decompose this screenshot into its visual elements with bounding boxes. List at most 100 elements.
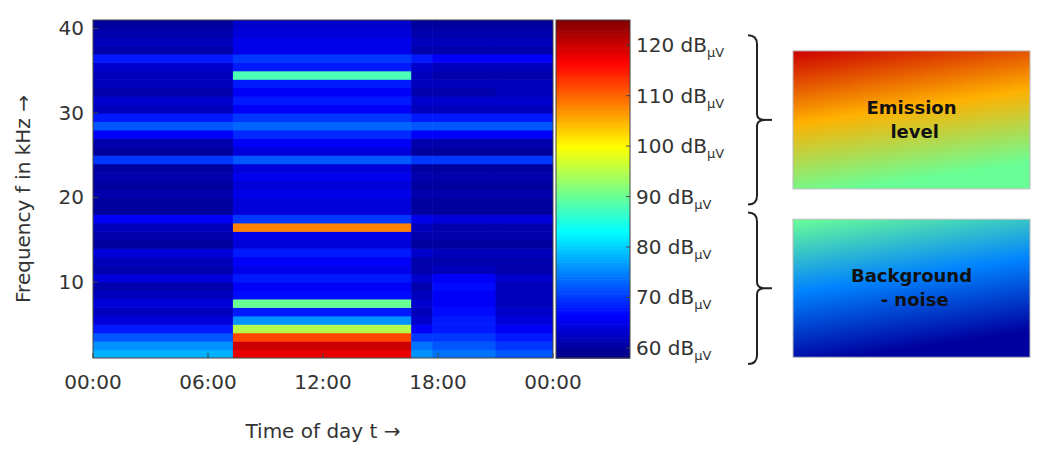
- y-tick: [93, 197, 98, 198]
- heat-cell: [496, 121, 554, 130]
- heat-cell: [93, 113, 234, 122]
- heat-cell: [496, 155, 554, 164]
- heat-cell: [496, 88, 554, 97]
- heat-cell: [411, 257, 433, 266]
- colorbar-tick: [626, 247, 630, 248]
- heat-cell: [411, 231, 433, 240]
- heat-cell: [93, 20, 234, 29]
- heat-cell: [411, 181, 433, 190]
- heat-cell: [233, 350, 412, 358]
- annotation-box: [793, 219, 1030, 357]
- heat-cell: [496, 172, 554, 181]
- x-tick: [438, 353, 439, 358]
- colorbar-tick: [626, 95, 630, 96]
- y-tick-label: 30: [59, 101, 84, 125]
- heat-cell: [496, 231, 554, 240]
- heat-cell: [432, 257, 496, 266]
- heat-cell: [432, 324, 496, 333]
- heat-cell: [432, 189, 496, 198]
- heat-cell: [432, 37, 496, 46]
- heat-cell: [93, 54, 234, 63]
- heat-cell: [432, 307, 496, 316]
- heat-cell: [233, 274, 412, 283]
- heat-cell: [496, 37, 554, 46]
- heat-cell: [496, 28, 554, 37]
- colorbar-tick: [626, 347, 630, 348]
- heat-cell: [496, 79, 554, 88]
- heat-cell: [496, 113, 554, 122]
- heat-cell: [411, 341, 433, 350]
- heat-cell: [233, 62, 412, 71]
- heat-cell: [432, 223, 496, 232]
- heat-cell: [496, 316, 554, 325]
- heat-cell: [233, 45, 412, 54]
- heat-cell: [93, 96, 234, 105]
- heat-cell: [432, 88, 496, 97]
- heat-cell: [411, 79, 433, 88]
- heat-cell: [93, 155, 234, 164]
- colorbar: [556, 20, 630, 359]
- heat-cell: [93, 28, 234, 37]
- heat-cell: [233, 147, 412, 156]
- x-tick-label: 00:00: [524, 370, 582, 394]
- colorbar-tick-label: 90 dBμV: [636, 185, 712, 212]
- heat-cell: [411, 197, 433, 206]
- y-tick-label: 20: [59, 185, 84, 209]
- heat-cell: [233, 20, 412, 29]
- heat-cell: [93, 206, 234, 215]
- colorbar-tick: [626, 297, 630, 298]
- heat-cell: [411, 265, 433, 274]
- x-tick-label: 12:00: [294, 370, 352, 394]
- annotation-text: Emission level: [867, 97, 957, 142]
- heat-cell: [496, 164, 554, 173]
- heat-cell: [93, 341, 234, 350]
- heat-cell: [496, 54, 554, 63]
- heat-cell: [93, 138, 234, 147]
- heat-cell: [233, 206, 412, 215]
- heat-cell: [93, 37, 234, 46]
- heat-cell: [432, 147, 496, 156]
- heat-cell: [93, 248, 234, 257]
- colorbar-tick-label: 70 dBμV: [636, 285, 712, 312]
- heat-cell: [233, 248, 412, 257]
- heat-cell: [432, 96, 496, 105]
- heat-cell: [233, 223, 412, 232]
- heat-cell: [496, 333, 554, 342]
- heat-cell: [233, 105, 412, 114]
- heat-cell: [496, 62, 554, 71]
- heat-cell: [233, 257, 412, 266]
- heat-cell: [411, 282, 433, 291]
- heat-cell: [93, 189, 234, 198]
- heat-cell: [411, 206, 433, 215]
- heat-cell: [411, 113, 433, 122]
- heat-cell: [93, 257, 234, 266]
- heat-cell: [93, 274, 234, 283]
- heat-cell: [233, 282, 412, 291]
- heat-cell: [496, 130, 554, 139]
- heat-cell: [496, 282, 554, 291]
- heat-cell: [432, 62, 496, 71]
- plot-frame: [93, 20, 553, 358]
- heat-cell: [233, 130, 412, 139]
- heat-cell: [93, 197, 234, 206]
- heat-cell: [411, 333, 433, 342]
- heat-cell: [93, 105, 234, 114]
- bracket-tip: [765, 119, 772, 121]
- heat-cell: [432, 130, 496, 139]
- heat-cell: [93, 350, 234, 358]
- heat-cell: [432, 282, 496, 291]
- heat-cell: [432, 341, 496, 350]
- heat-cell: [233, 324, 412, 333]
- heat-cell: [411, 350, 433, 358]
- heat-cell: [432, 333, 496, 342]
- heat-cell: [233, 121, 412, 130]
- heatmap: [93, 20, 553, 358]
- heat-cell: [496, 147, 554, 156]
- colorbar-tick: [626, 146, 630, 147]
- colorbar-frame: [556, 20, 630, 358]
- x-tick-label: 18:00: [409, 370, 467, 394]
- heat-cell: [411, 121, 433, 130]
- heat-cell: [432, 248, 496, 257]
- heat-cell: [93, 223, 234, 232]
- heat-cell: [496, 240, 554, 249]
